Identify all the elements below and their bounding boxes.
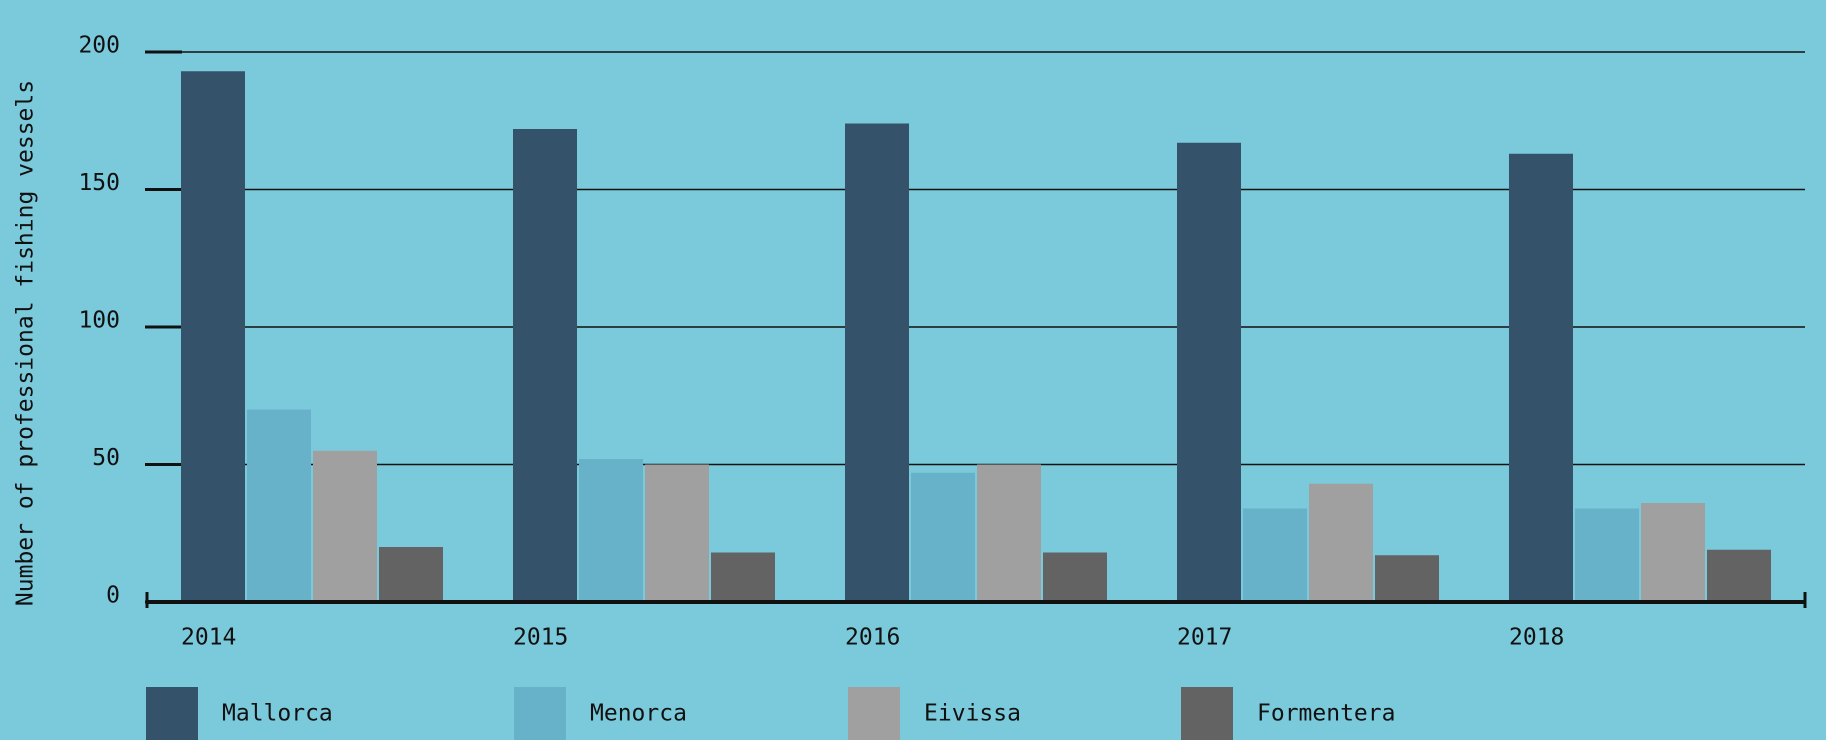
x-tick-label: 2015: [513, 625, 568, 651]
y-tick-label: 200: [78, 33, 120, 59]
legend-label: Mallorca: [222, 701, 333, 727]
bar: [1575, 508, 1639, 602]
bar: [1509, 153, 1573, 602]
x-tick-label: 2014: [181, 625, 236, 651]
bar: [845, 123, 909, 602]
bar: [911, 472, 975, 602]
legend-label: Formentera: [1257, 701, 1395, 727]
y-tick-label: 0: [106, 583, 120, 609]
legend-swatch: [146, 687, 198, 740]
bar: [579, 459, 643, 602]
bar: [1043, 552, 1107, 602]
x-tick-label: 2016: [845, 625, 900, 651]
bar: [1707, 549, 1771, 602]
bar: [1243, 508, 1307, 602]
bar: [645, 464, 709, 602]
bar: [1641, 503, 1705, 602]
bar: [1309, 483, 1373, 602]
bar: [313, 450, 377, 602]
y-tick-label: 150: [78, 170, 120, 196]
legend-label: Eivissa: [924, 701, 1021, 727]
bar: [711, 552, 775, 602]
y-tick-label: 50: [92, 445, 120, 471]
legend-label: Menorca: [590, 701, 687, 727]
x-tick-label: 2018: [1509, 625, 1564, 651]
x-tick-label: 2017: [1177, 625, 1232, 651]
legend-swatch: [848, 687, 900, 740]
bar: [181, 71, 245, 602]
y-tick-label: 100: [78, 308, 120, 334]
bar: [513, 129, 577, 602]
bar: [247, 409, 311, 602]
bar: [977, 464, 1041, 602]
bar: [1177, 142, 1241, 602]
y-axis-label: Number of professional fishing vessels: [13, 80, 39, 606]
bar: [379, 547, 443, 602]
legend-swatch: [1181, 687, 1233, 740]
bar: [1375, 555, 1439, 602]
legend-swatch: [514, 687, 566, 740]
